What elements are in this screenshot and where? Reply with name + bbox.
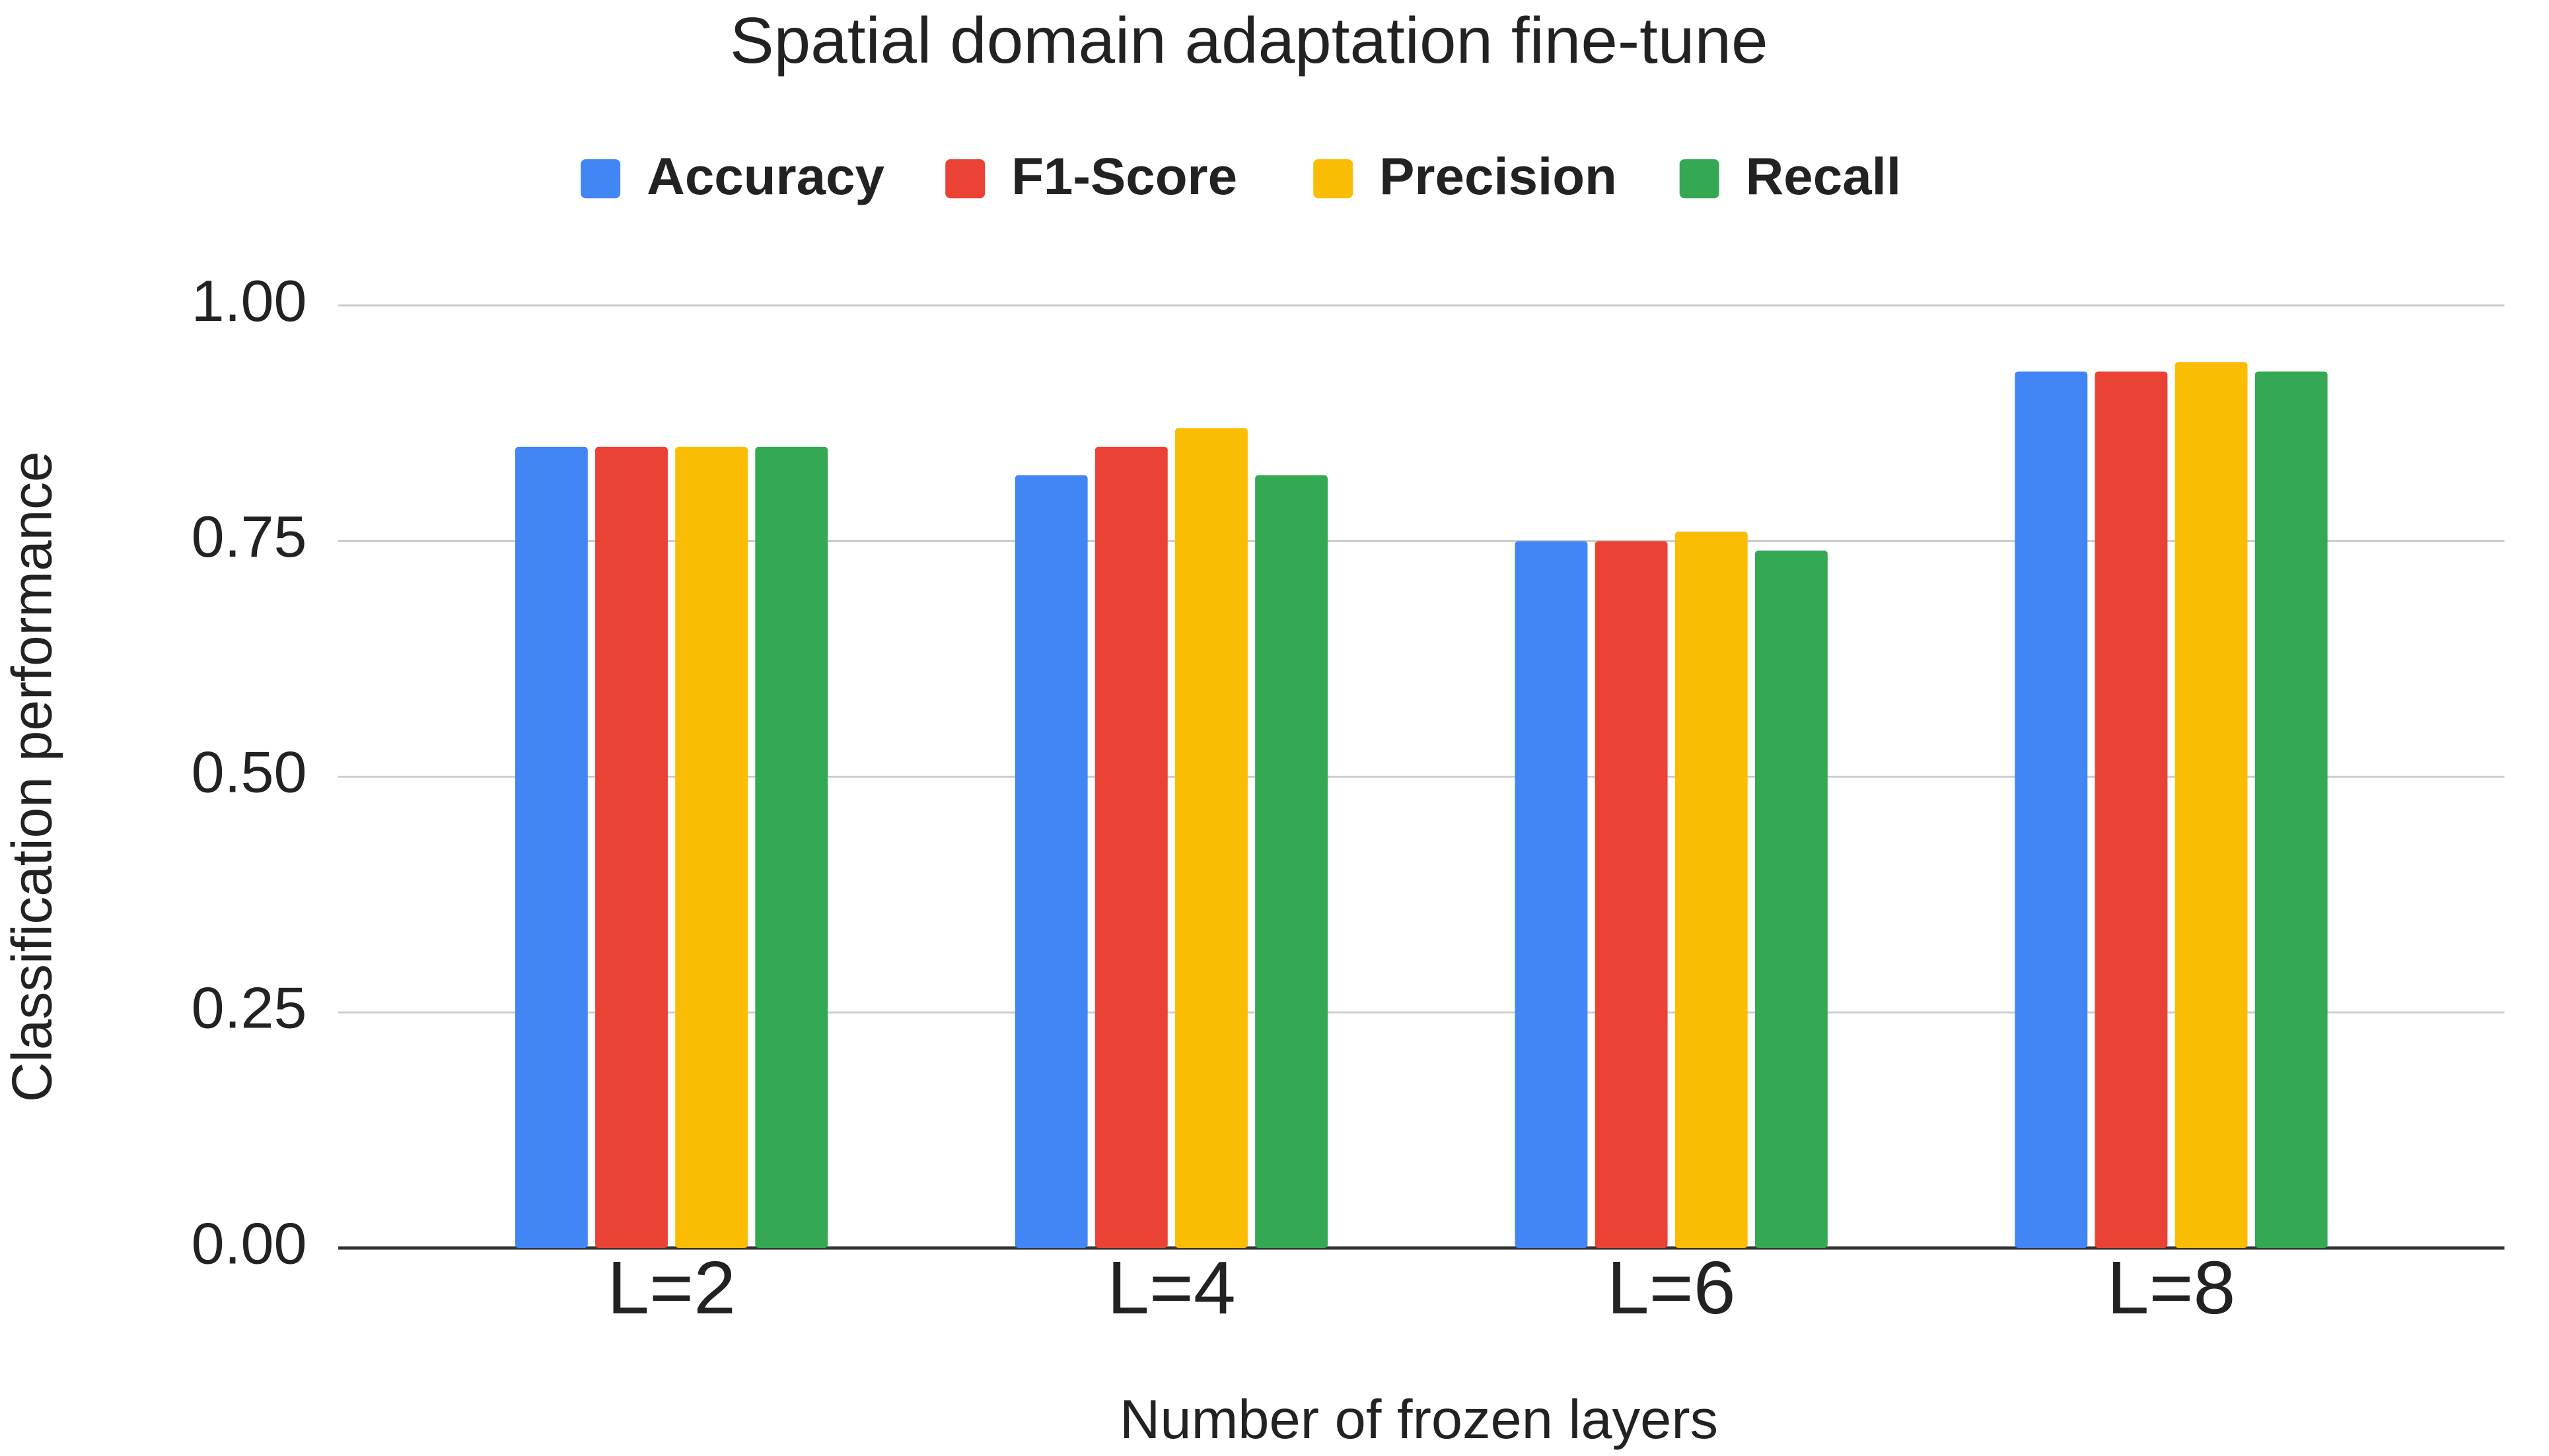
bar: [1754, 550, 1828, 1248]
bar: [2095, 371, 2168, 1248]
legend-swatch: [1313, 159, 1353, 199]
y-axis-label: Classification performance: [1, 451, 63, 1102]
bar: [1595, 541, 1668, 1248]
legend-swatch: [945, 159, 986, 199]
legend-swatch: [1679, 159, 1719, 199]
x-tick-label: L=4: [1107, 1247, 1236, 1330]
x-tick-label: L=8: [2107, 1247, 2236, 1330]
bar: [1015, 475, 1088, 1248]
bar: [1674, 532, 1748, 1248]
bar: [2174, 362, 2248, 1248]
legend-label: Accuracy: [647, 147, 884, 205]
bar: [1255, 475, 1328, 1248]
bar: [755, 446, 828, 1248]
chart-title: Spatial domain adaptation fine-tune: [730, 5, 1768, 77]
bar: [515, 446, 588, 1248]
bar: [2254, 371, 2328, 1248]
y-tick-label: 0.00: [192, 1210, 307, 1276]
bar: [675, 446, 748, 1248]
legend-swatch: [581, 159, 621, 199]
bar: [2015, 371, 2088, 1248]
bar: [1175, 428, 1248, 1248]
y-tick-label: 0.75: [192, 503, 307, 569]
legend-label: Recall: [1746, 147, 1901, 205]
legend-label: F1-Score: [1011, 147, 1237, 205]
x-axis-label: Number of frozen layers: [1120, 1388, 1718, 1449]
bar: [1095, 446, 1168, 1248]
legend-label: Precision: [1379, 147, 1617, 205]
bar: [595, 446, 668, 1248]
x-tick-label: L=6: [1607, 1247, 1736, 1330]
y-tick-label: 1.00: [192, 268, 307, 333]
x-tick-label: L=2: [607, 1247, 736, 1330]
bar: [1515, 541, 1588, 1248]
y-tick-label: 0.25: [192, 975, 307, 1040]
y-tick-label: 0.50: [192, 739, 307, 804]
